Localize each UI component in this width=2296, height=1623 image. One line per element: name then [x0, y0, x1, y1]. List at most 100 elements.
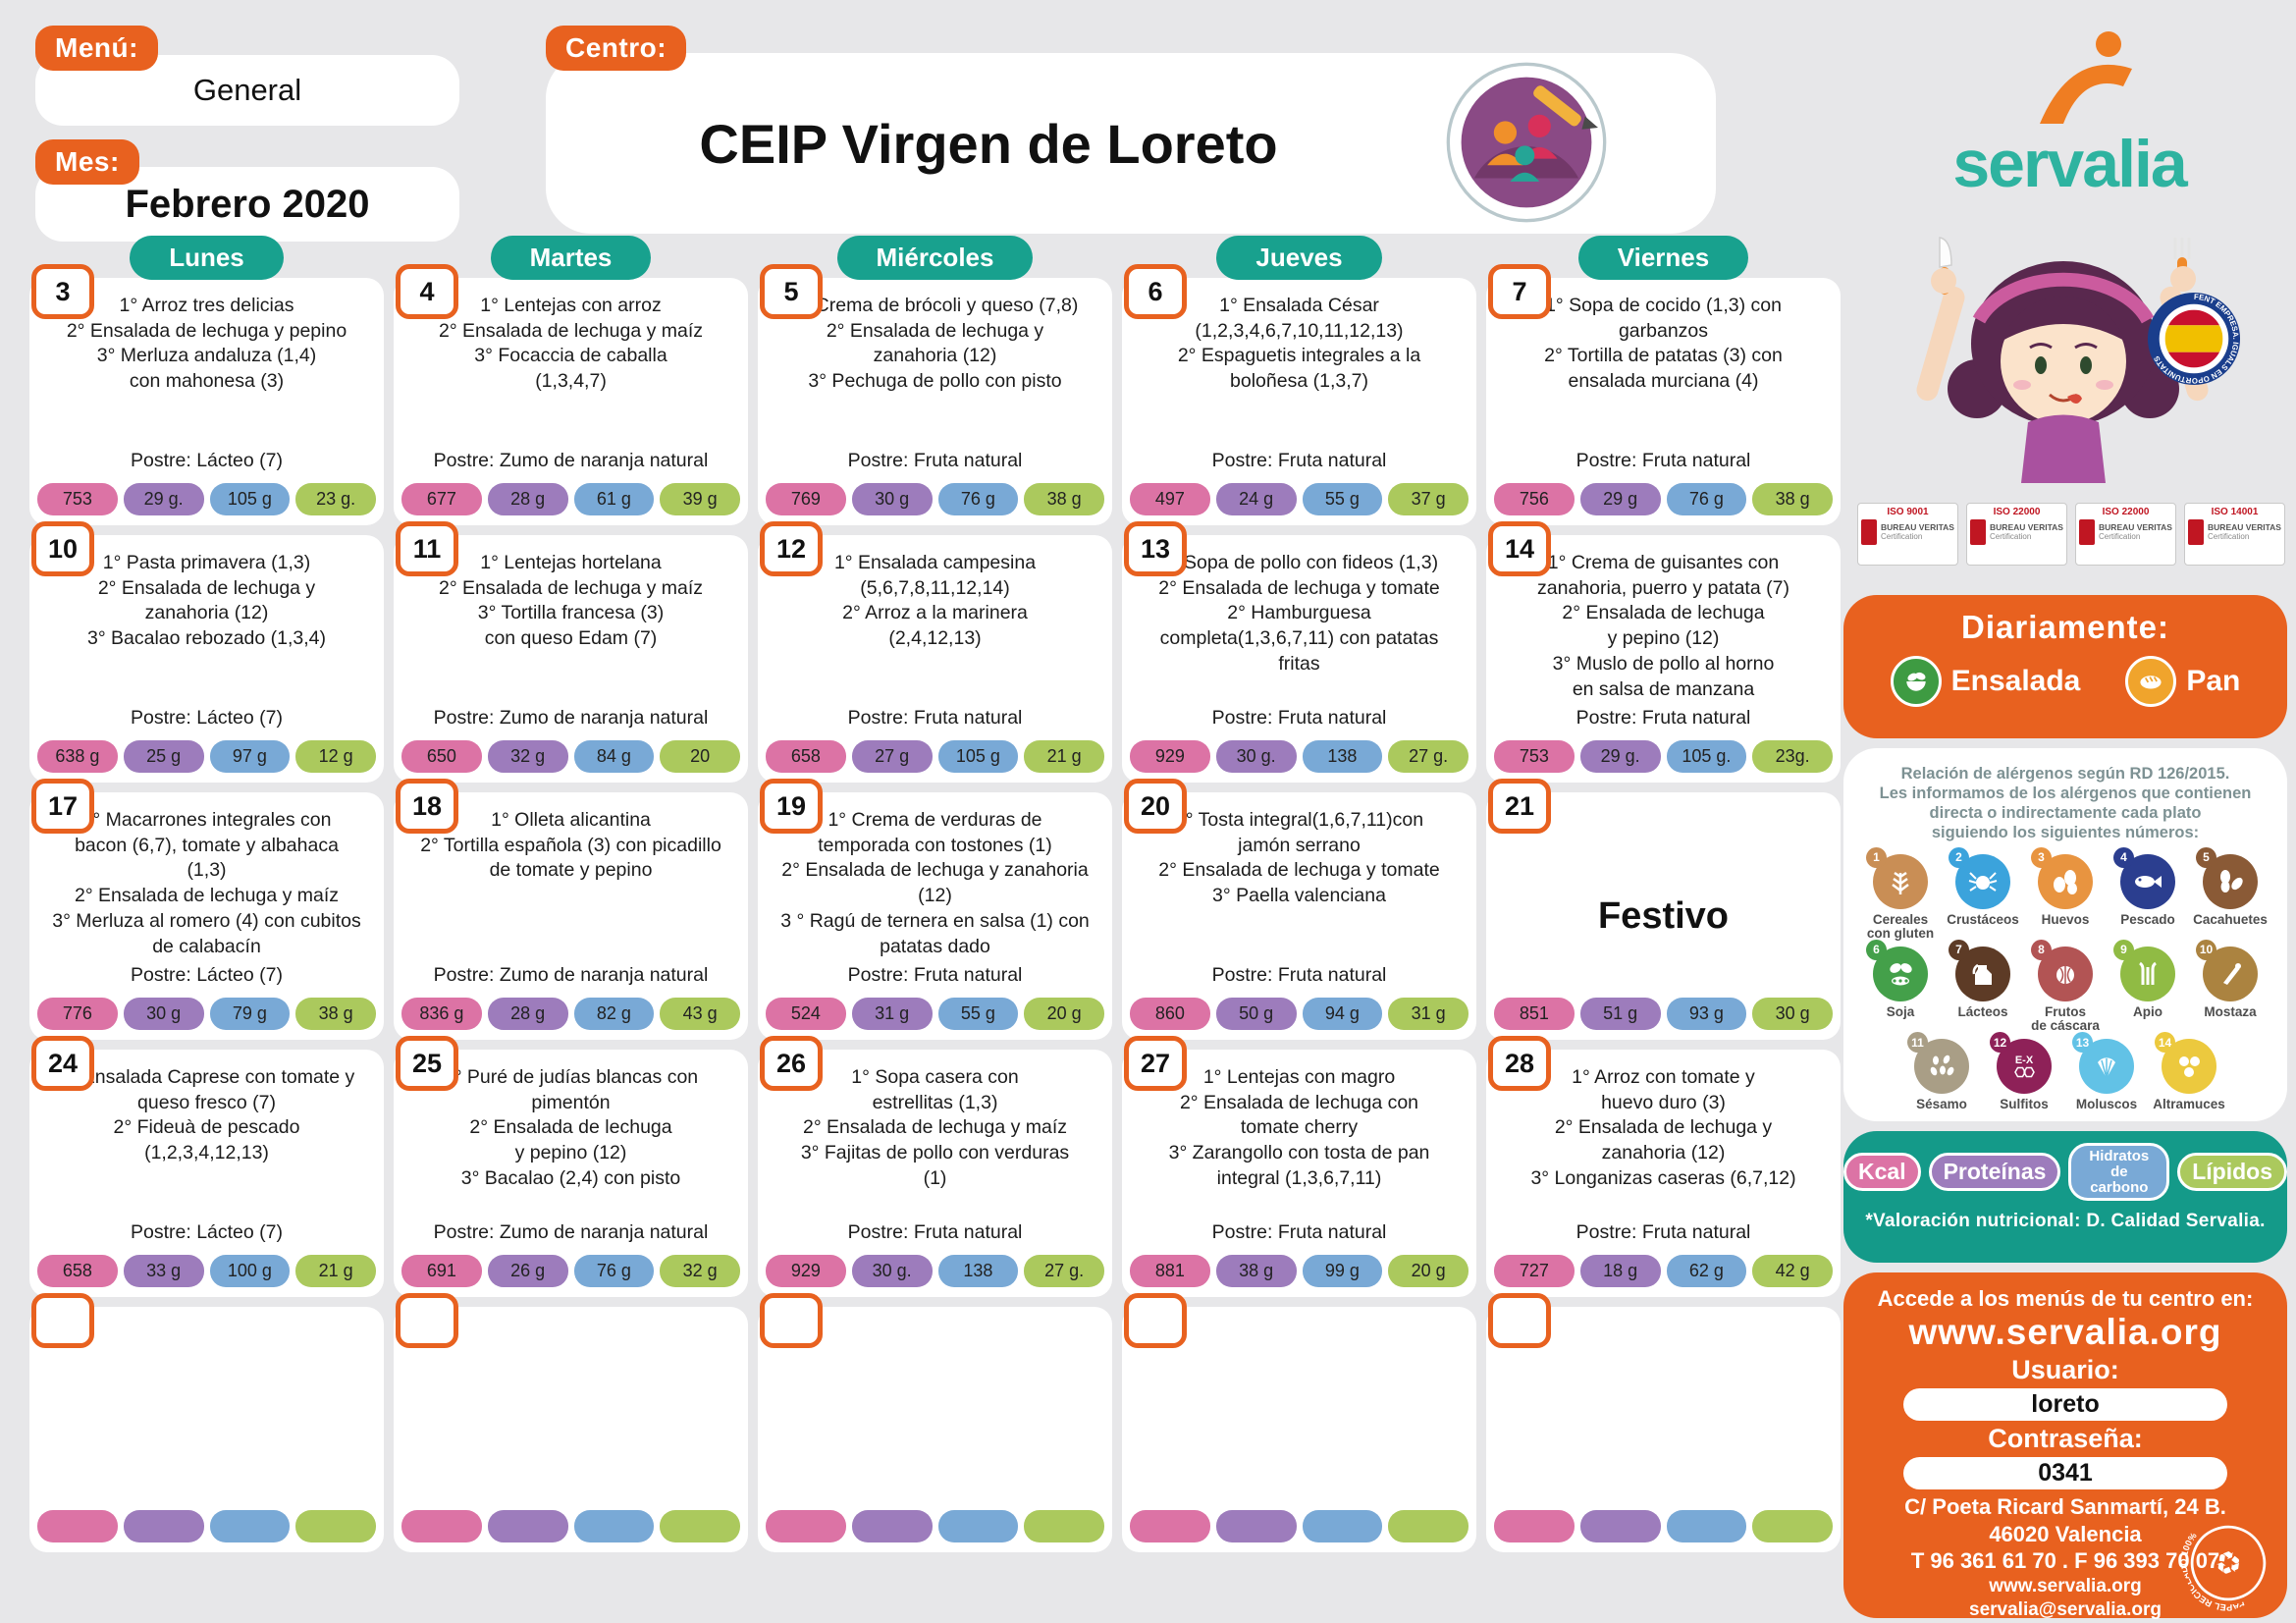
nutrition-chips: 860 50 g 94 g 31 g — [1130, 998, 1468, 1030]
allergens-grid: 1 Cereales con gluten 2 Crustáceos 3 Hue… — [1853, 846, 2277, 1115]
hidratos-chip: 138 — [937, 1255, 1019, 1287]
lipidos-chip: 30 g — [1752, 998, 1833, 1030]
proteinas-chip: 29 g — [1579, 483, 1661, 515]
postre-text: Postre: Zumo de naranja natural — [433, 1221, 709, 1243]
proteinas-chip: 31 g — [851, 998, 933, 1030]
proteinas-chip — [1579, 1510, 1661, 1542]
proteinas-chip: 33 g — [123, 1255, 204, 1287]
nutrition-chips: 638 g 25 g 97 g 12 g — [37, 740, 376, 773]
celery-icon — [2139, 961, 2157, 985]
proteinas-chip — [851, 1510, 933, 1542]
nutrition-chips: 691 26 g 76 g 32 g — [401, 1255, 740, 1287]
centro-label-pill: Centro: — [546, 26, 687, 71]
allergen-apio: 9 Apio — [2107, 939, 2189, 1033]
proteinas-chip: 24 g — [1215, 483, 1297, 515]
menu-type-box: General — [35, 55, 459, 126]
kcal-chip — [401, 1510, 482, 1542]
certification-badges: ISO 9001 BUREAU VERITAS Certification IS… — [1857, 503, 2285, 566]
allergen-cereales: 1 Cereales con gluten — [1859, 846, 1942, 941]
allergen-label: Cacahuetes — [2193, 911, 2268, 927]
day-number — [396, 1293, 458, 1348]
allergen-label: Moluscos — [2075, 1097, 2138, 1112]
contrasena-label: Contraseña: — [1988, 1424, 2143, 1453]
hidratos-chip: 61 g — [573, 483, 655, 515]
nut-icon — [2056, 965, 2074, 984]
kcal-chip: 650 — [401, 740, 482, 773]
day-number: 11 — [396, 521, 458, 576]
hidratos-chip — [573, 1510, 655, 1542]
menu-text: 1° Lentejas con magro 2° Ensalada de lec… — [1168, 1066, 1430, 1189]
allergen-number: 11 — [1907, 1032, 1928, 1054]
allergen-number: 6 — [1866, 939, 1887, 960]
nutrition-chips: 929 30 g. 138 27 g. — [1130, 740, 1468, 773]
email-address: servalia@servalia.org — [1969, 1599, 2162, 1621]
day-cell: 11 1° Lentejas hortelana 2° Ensalada de … — [394, 521, 748, 783]
nutrition-chips — [1130, 1510, 1468, 1542]
day-number: 24 — [31, 1036, 94, 1091]
proteinas-chip: 26 g — [487, 1255, 568, 1287]
day-cell: 10 1° Pasta primavera (1,3) 2° Ensalada … — [29, 521, 384, 783]
menu-text: 1° Sopa de pollo con fideos (1,3) 2° Ens… — [1158, 552, 1440, 675]
lipidos-chip: 38 g — [295, 998, 376, 1030]
lupin-icon — [2179, 1056, 2200, 1078]
address-line1: C/ Poeta Ricard Sanmartí, 24 B. — [1904, 1494, 2226, 1519]
proteinas-chip: 27 g — [851, 740, 933, 773]
crab-icon — [1968, 871, 1998, 892]
allergen-label: Cereales con gluten — [1866, 911, 1935, 941]
allergen-sesamo: 11 Sésamo — [1900, 1032, 1983, 1111]
lipidos-chip: 43 g — [660, 998, 740, 1030]
hidratos-chip: 55 g — [937, 998, 1019, 1030]
cert-org: BUREAU VERITAS — [1990, 521, 2063, 532]
weekday-jueves: Jueves — [1216, 236, 1382, 280]
proteinas-chip: 18 g — [1579, 1255, 1661, 1287]
kcal-chip — [37, 1510, 118, 1542]
menu-text: 1° Pasta primavera (1,3) 2° Ensalada de … — [86, 552, 327, 650]
menu-text: 1° Macarrones integrales con bacon (6,7)… — [52, 809, 361, 957]
allergen-crustaceos: 2 Crustáceos — [1942, 846, 2024, 941]
postre-text: Postre: Lácteo (7) — [131, 1221, 283, 1243]
nutrition-chips — [37, 1510, 376, 1542]
legend-note: *Valoración nutricional: D. Calidad Serv… — [1865, 1211, 2266, 1232]
postre-text: Postre: Fruta natural — [1211, 450, 1387, 471]
day-number: 19 — [760, 779, 823, 834]
kcal-chip: 658 — [37, 1255, 118, 1287]
allergens-intro: Relación de alérgenos según RD 126/2015.… — [1879, 765, 2252, 842]
cert-org: BUREAU VERITAS — [2208, 521, 2281, 532]
nutrition-chips: 756 29 g 76 g 38 g — [1494, 483, 1833, 515]
ensalada-label: Ensalada — [1950, 665, 2081, 697]
hidratos-chip: 76 g — [1666, 483, 1747, 515]
nutrition-chips: 753 29 g. 105 g. 23g. — [1494, 740, 1833, 773]
school-name: CEIP Virgen de Loreto — [699, 112, 1278, 175]
kcal-chip: 836 g — [401, 998, 482, 1030]
postre-text: Postre: Zumo de naranja natural — [433, 964, 709, 986]
allergen-number: 2 — [1949, 846, 1969, 868]
day-number: 17 — [31, 779, 94, 834]
postre-text: Postre: Zumo de naranja natural — [433, 707, 709, 729]
nutrition-chips: 753 29 g. 105 g 23 g. — [37, 483, 376, 515]
day-cell: 7 1° Sopa de cocido (1,3) con garbanzos … — [1486, 264, 1841, 525]
weekday-miercoles: Miércoles — [836, 236, 1034, 280]
weekday-lunes: Lunes — [130, 236, 284, 280]
lipidos-chip — [1024, 1510, 1104, 1542]
nutrition-chips: 677 28 g 61 g 39 g — [401, 483, 740, 515]
hidratos-chip: 82 g — [573, 998, 655, 1030]
servalia-logo-icon — [2040, 31, 2132, 124]
day-number — [31, 1293, 94, 1348]
bureau-veritas-badge: ISO 22000 BUREAU VERITAS Certification — [2075, 503, 2176, 566]
kcal-chip: 881 — [1130, 1255, 1210, 1287]
day-number: 28 — [1488, 1036, 1551, 1091]
nutrition-chips: 658 33 g 100 g 21 g — [37, 1255, 376, 1287]
day-number — [1488, 1293, 1551, 1348]
weekday-martes: Martes — [490, 236, 652, 280]
kcal-chip: 524 — [766, 998, 846, 1030]
proteinas-chip: 38 g — [1215, 1255, 1297, 1287]
day-number: 6 — [1124, 264, 1187, 319]
allergen-label: Huevos — [2041, 911, 2090, 927]
day-number: 12 — [760, 521, 823, 576]
iso-title: ISO 9001 — [1887, 507, 1929, 517]
day-cell: 21 Festivo 851 51 g 93 g 30 g — [1486, 779, 1841, 1040]
shell-icon — [2098, 1057, 2115, 1079]
address-line2: 46020 Valencia — [1989, 1521, 2142, 1546]
allergen-number: 9 — [2113, 939, 2134, 960]
bureau-veritas-icon — [1970, 519, 1987, 545]
